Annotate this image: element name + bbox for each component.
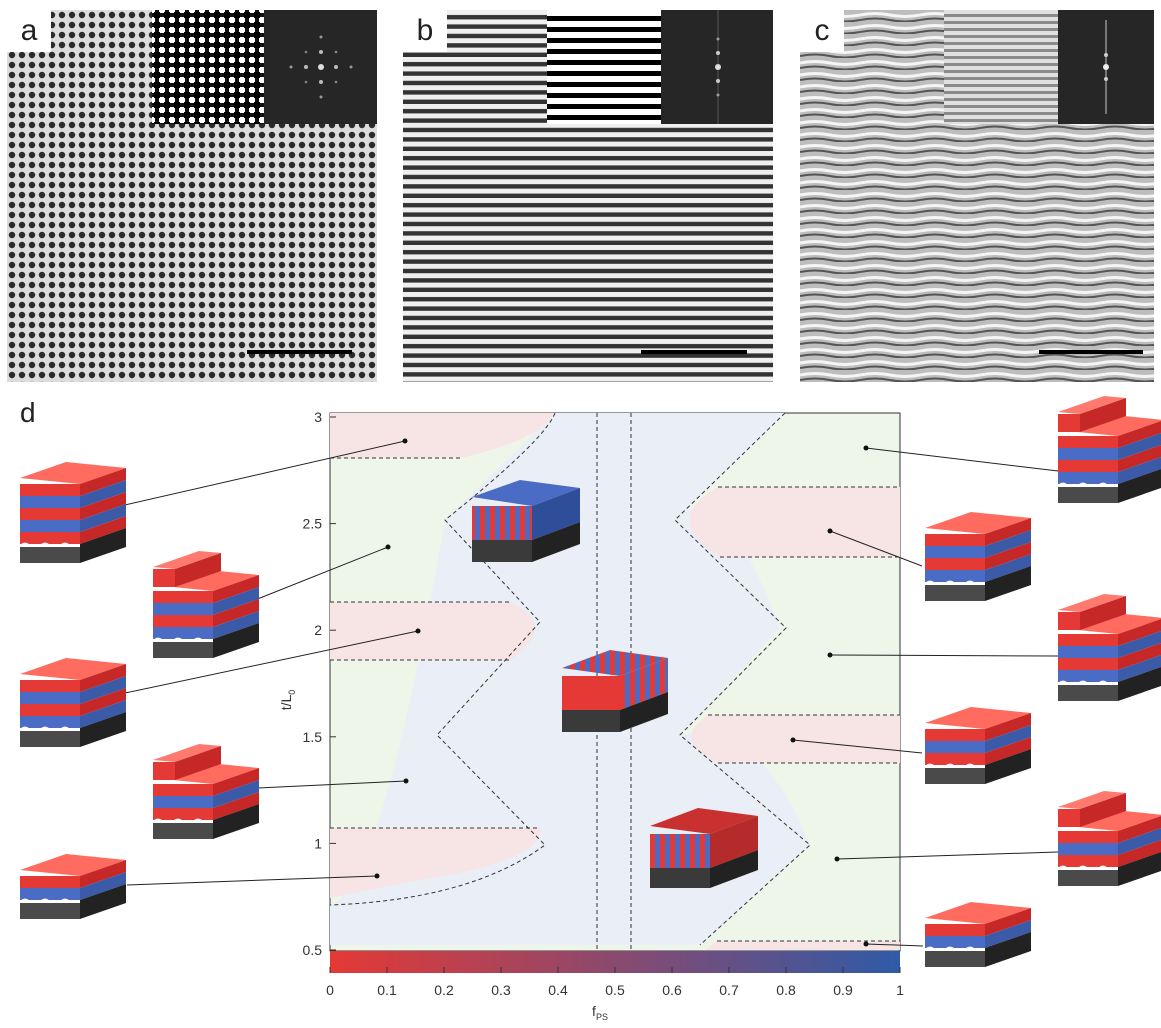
x-tick-label: 0.8 — [776, 982, 796, 998]
y-axis-label: t/L0 — [278, 690, 297, 711]
fft-spectrum-inset — [1058, 10, 1154, 124]
perpendicular-lamellae-block — [650, 808, 758, 888]
x-tick-label: 0.7 — [719, 982, 739, 998]
y-ticks: 0.5 1 1.5 2 2.5 3 — [303, 409, 336, 958]
fft-reconstruction-inset — [547, 10, 661, 124]
fft-spectrum-inset — [264, 10, 377, 124]
perpendicular-lamellae-block — [472, 480, 580, 562]
x-tick-label: 0.9 — [833, 982, 853, 998]
leader-lines — [124, 440, 1059, 947]
y-tick-label: 0.5 — [303, 942, 323, 958]
film-schematic — [19, 396, 1161, 967]
colorbar — [330, 951, 900, 973]
terraced-film-schematic — [152, 551, 259, 658]
x-ticks: 0 0.1 0.2 0.3 0.4 0.5 0.6 0.7 0.8 0.9 1 — [326, 967, 904, 998]
panel-label: c — [800, 10, 844, 52]
y-tick-label: 2.5 — [303, 516, 323, 532]
micrograph-panel-c: c — [800, 10, 1154, 382]
flat-film-schematic — [19, 462, 126, 563]
flat-film-schematic — [924, 707, 1031, 784]
x-tick-label: 1 — [896, 982, 904, 998]
flat-film-schematic — [19, 658, 126, 747]
x-tick-label: 0.1 — [377, 982, 397, 998]
scale-bar — [1039, 350, 1143, 354]
panel-label: d — [20, 397, 36, 428]
flat-film-schematic — [924, 902, 1031, 967]
flat-film-schematic — [924, 512, 1031, 601]
fft-reconstruction-inset — [152, 10, 266, 124]
y-tick-label: 3 — [314, 409, 322, 425]
state-points — [374, 438, 869, 947]
flat-film-schematic — [19, 854, 126, 919]
x-axis-label: fPS — [592, 1003, 608, 1022]
panel-label: b — [403, 10, 447, 52]
fft-spectrum-inset — [661, 10, 773, 124]
micrograph-panel-b: b — [403, 10, 773, 382]
micrograph-panel-a: a — [7, 10, 377, 382]
terraced-film-schematic — [1057, 396, 1161, 503]
x-tick-label: 0.6 — [662, 982, 682, 998]
panel-label: a — [7, 10, 51, 52]
x-tick-label: 0.2 — [434, 982, 454, 998]
terraced-film-schematic — [1057, 791, 1161, 886]
x-tick-label: 0.5 — [605, 982, 625, 998]
y-tick-label: 1.5 — [303, 729, 323, 745]
y-tick-label: 1 — [314, 835, 322, 851]
x-tick-label: 0 — [326, 982, 334, 998]
x-tick-label: 0.4 — [548, 982, 568, 998]
x-tick-label: 0.3 — [491, 982, 511, 998]
perpendicular-lamellae-block — [562, 650, 668, 732]
scale-bar — [641, 350, 747, 354]
terraced-film-schematic — [152, 744, 259, 839]
terraced-film-schematic — [1057, 594, 1161, 701]
y-tick-label: 2 — [314, 622, 322, 638]
scale-bar — [247, 350, 352, 354]
fft-reconstruction-inset — [944, 10, 1058, 124]
